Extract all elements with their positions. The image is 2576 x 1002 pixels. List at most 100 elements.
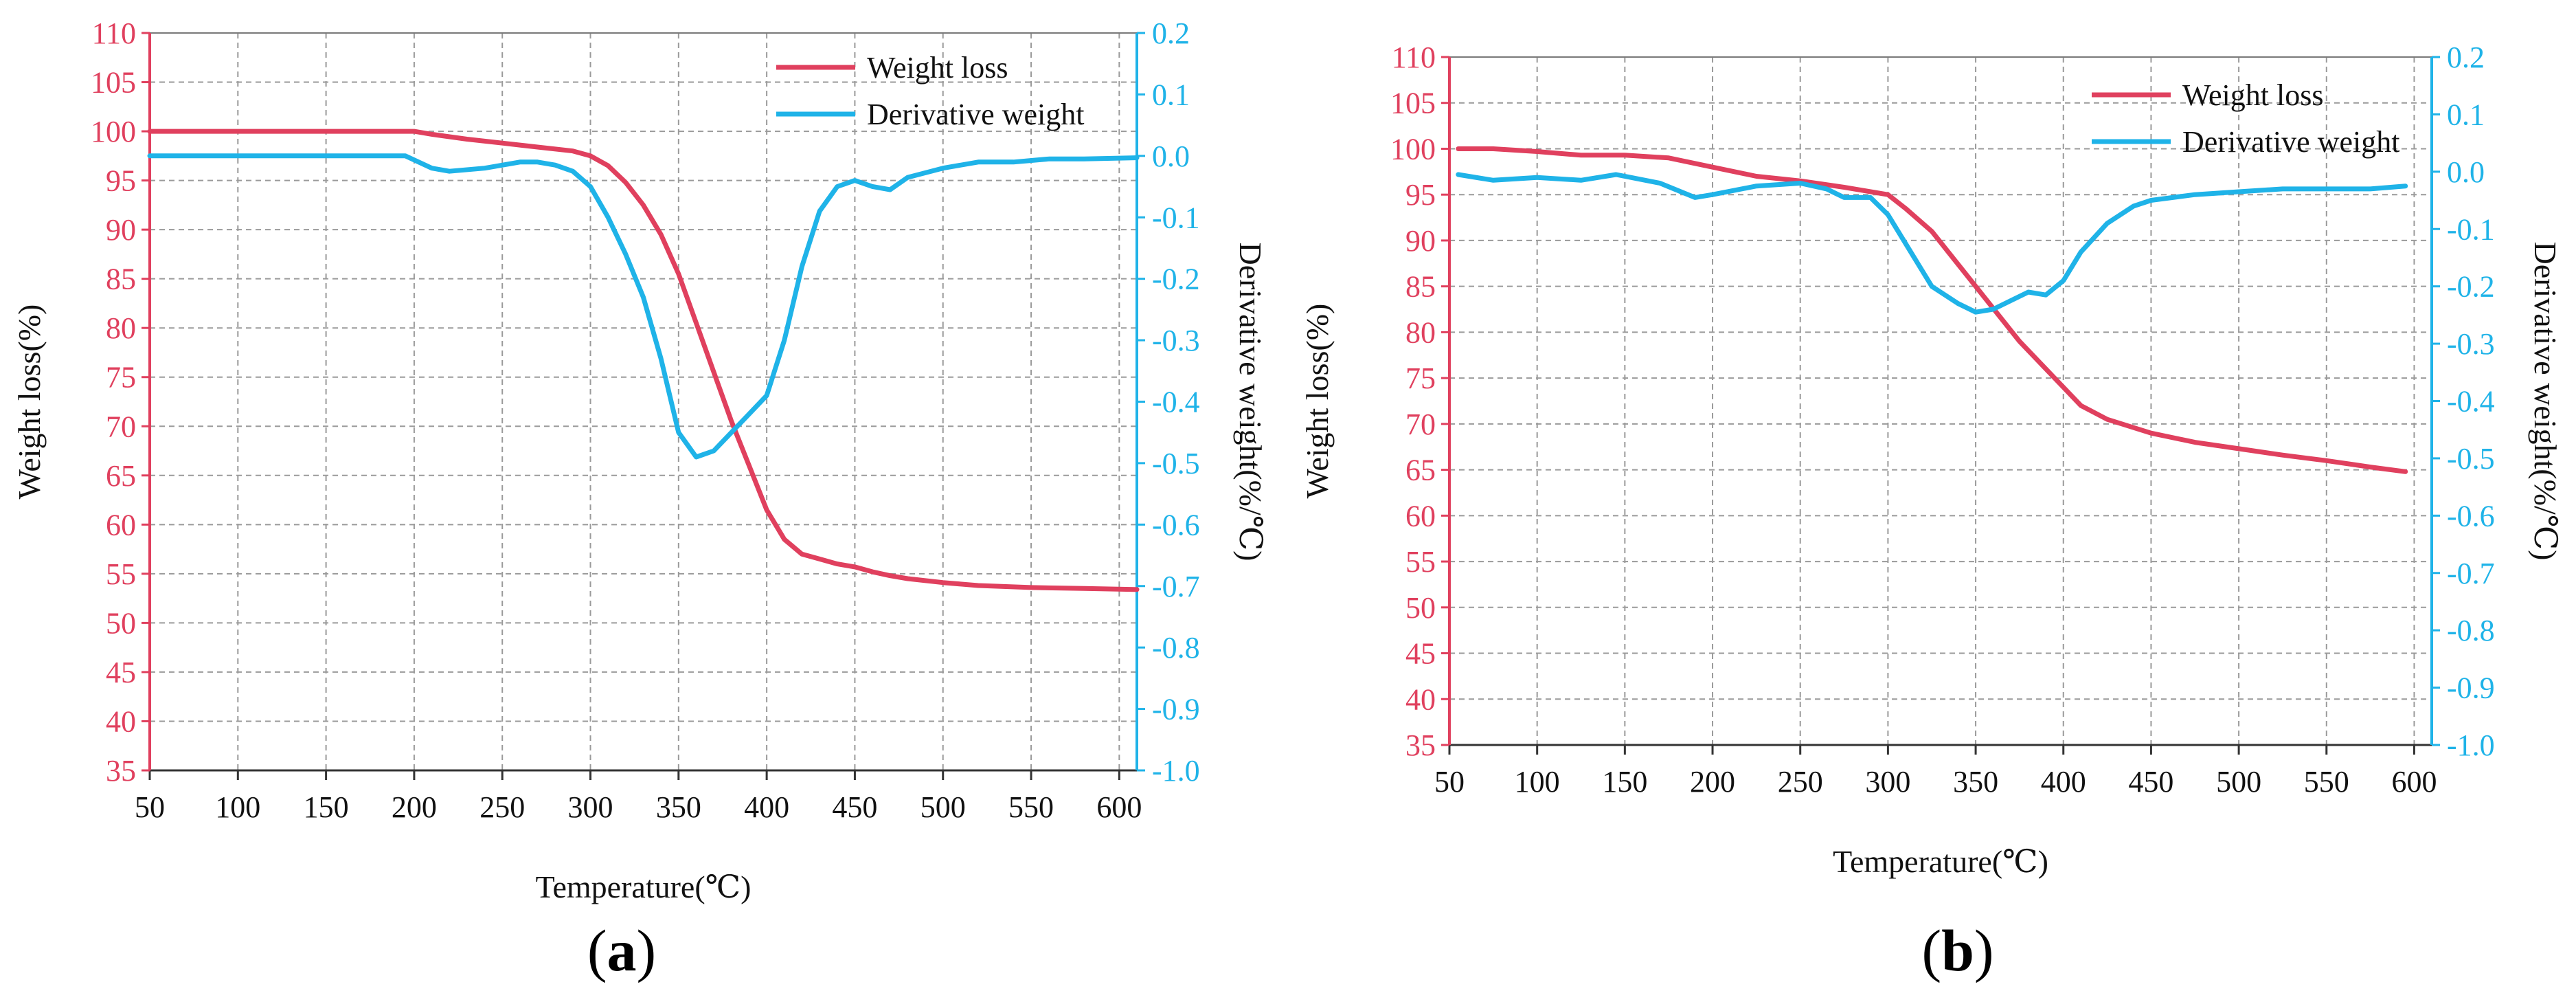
y2-tick-label: -1.0: [2447, 728, 2495, 762]
x-tick-label: 600: [2391, 765, 2437, 799]
y2-tick-label: -0.7: [1152, 570, 1200, 603]
chart-panel-a: 50 100 150 200 250 300 350 400 450 500 550 600 35 40 4…: [12, 16, 1268, 983]
legend-label: Weight loss: [2182, 78, 2323, 112]
y-tick-label: 65: [106, 459, 136, 493]
y-tick-label: 75: [106, 361, 136, 394]
legend: Weight loss Derivative weight: [776, 51, 1084, 131]
y-tick-label: 60: [106, 508, 136, 542]
x-tick-label: 600: [1096, 790, 1142, 824]
x-tick-label: 350: [1953, 765, 1998, 799]
y-tick-label: 85: [1405, 270, 1436, 304]
y-tick-label: 50: [106, 606, 136, 640]
x-tick-label: 100: [1515, 765, 1560, 799]
x-tick-label: 400: [2041, 765, 2086, 799]
y2-tick-label: -0.6: [2447, 499, 2495, 533]
grid-lines: [150, 33, 1137, 770]
weight-loss-line: [147, 129, 1140, 592]
x-tick-label: 500: [920, 790, 966, 824]
y-tick-label: 95: [1405, 178, 1436, 212]
chart-panel-b: 50 100 150 200 250 300 350 400 450 500 550 600 35 40 4…: [1288, 0, 2576, 1002]
y2-tick-label: -0.3: [2447, 327, 2495, 361]
y2-tick-label: -0.5: [1152, 447, 1200, 480]
y-tick-label: 35: [1405, 728, 1436, 762]
y-tick-label: 100: [1390, 132, 1436, 166]
y2-axis-title: Derivative weight(%/℃): [2528, 241, 2563, 560]
x-tick-label: 300: [568, 790, 613, 824]
x-tick-label: 350: [656, 790, 701, 824]
y2-tick-label: -0.4: [2447, 385, 2495, 419]
y-tick-label: 95: [106, 164, 136, 198]
y2-tick-label: -0.9: [1152, 693, 1200, 726]
legend: Weight loss Derivative weight: [2092, 78, 2399, 159]
legend-label: Weight loss: [867, 51, 1008, 85]
y-tick-label: 110: [1392, 41, 1436, 74]
x-tick-label: 400: [744, 790, 789, 824]
y2-tick-label: -0.1: [1152, 201, 1200, 234]
y-tick-label: 75: [1405, 361, 1436, 395]
y2-tick-label: 0.2: [1152, 16, 1190, 50]
x-tick-label: 550: [2304, 765, 2349, 799]
x-tick-label: 250: [1778, 765, 1823, 799]
tga-chart-b: 50 100 150 200 250 300 350 400 450 500 550 600 35 40 4…: [1300, 41, 2563, 983]
y-tick-label: 80: [106, 311, 136, 345]
x-tick-label: 150: [1602, 765, 1647, 799]
subfigure-label: (a): [587, 917, 656, 983]
y-tick-label: 105: [91, 66, 136, 100]
subfigure-label: (b): [1921, 917, 1993, 983]
weight-loss-line: [1456, 146, 2408, 474]
y-tick-label: 105: [1390, 87, 1436, 120]
y2-tick-label: -0.6: [1152, 508, 1200, 542]
y2-tick-label: 0.2: [2447, 41, 2485, 74]
x-tick-label: 200: [392, 790, 437, 824]
x-tick-label: 50: [1434, 765, 1465, 799]
x-tick-label: 150: [304, 790, 349, 824]
y-tick-label: 80: [1405, 315, 1436, 349]
x-tick-label: 200: [1690, 765, 1735, 799]
x-axis-title: Temperature(℃): [1833, 844, 2048, 879]
legend-label: Derivative weight: [867, 98, 1084, 131]
x-tick-label: 550: [1008, 790, 1054, 824]
y-tick-label: 55: [1405, 545, 1436, 579]
tga-chart-a: 50 100 150 200 250 300 350 400 450 500 550 600 35 40 4…: [12, 16, 1268, 983]
y-tick-label: 60: [1405, 499, 1436, 533]
y2-tick-label: -0.4: [1152, 386, 1200, 419]
y-tick-label: 40: [1405, 682, 1436, 716]
y2-tick-label: -0.2: [2447, 270, 2495, 304]
y2-tick-label: -0.9: [2447, 671, 2495, 705]
y-tick-label: 50: [1405, 591, 1436, 625]
y-tick-label: 45: [1405, 637, 1436, 671]
grid-lines: [1449, 57, 2432, 745]
y-tick-label: 100: [91, 115, 136, 148]
y-axis-title: Weight loss(%): [1300, 304, 1335, 499]
y2-axis-title: Derivative weight(%/℃): [1233, 242, 1268, 561]
x-tick-label: 50: [135, 790, 165, 824]
y-tick-label: 110: [92, 16, 136, 50]
y2-tick-label: 0.0: [2447, 155, 2485, 189]
x-tick-label: 500: [2216, 765, 2261, 799]
y2-tick-label: -0.7: [2447, 557, 2495, 590]
y-tick-label: 55: [106, 557, 136, 591]
y-tick-label: 70: [1405, 408, 1436, 441]
derivative-weight-line: [147, 153, 1140, 460]
y2-tick-label: -0.2: [1152, 263, 1200, 296]
y2-tick-label: -0.1: [2447, 212, 2495, 246]
y-tick-label: 45: [106, 656, 136, 689]
x-tick-label: 450: [2128, 765, 2173, 799]
x-tick-label: 300: [1865, 765, 1910, 799]
legend-label: Derivative weight: [2182, 125, 2399, 159]
y-tick-label: 90: [106, 213, 136, 247]
y2-tick-label: 0.0: [1152, 140, 1190, 173]
y-tick-label: 65: [1405, 454, 1436, 487]
y-tick-label: 90: [1405, 224, 1436, 258]
y2-tick-label: -0.3: [1152, 324, 1200, 357]
x-axis-title: Temperature(℃): [536, 869, 752, 904]
y-tick-label: 40: [106, 704, 136, 738]
y2-tick-label: 0.1: [1152, 78, 1190, 111]
y2-tick-label: -0.8: [2447, 614, 2495, 647]
y2-tick-label: -0.5: [2447, 442, 2495, 476]
derivative-weight-line: [1456, 172, 2408, 315]
x-tick-label: 250: [479, 790, 525, 824]
x-tick-label: 100: [215, 790, 260, 824]
x-tick-label: 450: [832, 790, 877, 824]
y2-tick-label: -0.8: [1152, 631, 1200, 665]
